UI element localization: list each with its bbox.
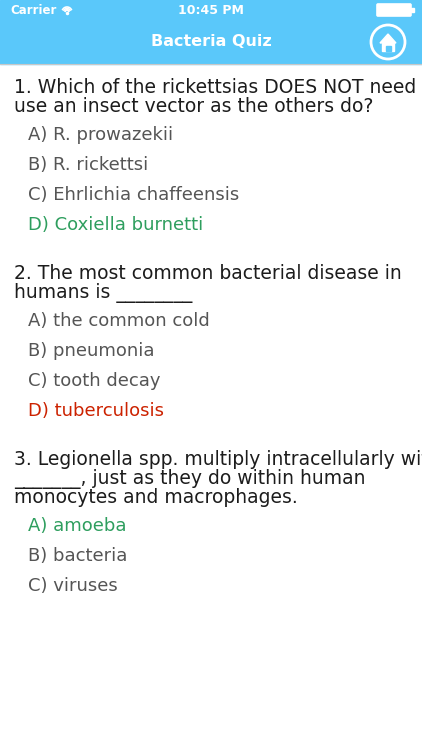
Text: 10:45 PM: 10:45 PM [178,4,244,16]
Text: monocytes and macrophages.: monocytes and macrophages. [14,488,298,507]
Text: 2. The most common bacterial disease in: 2. The most common bacterial disease in [14,264,402,283]
Text: B) pneumonia: B) pneumonia [28,342,154,360]
Polygon shape [380,34,396,43]
Text: Carrier: Carrier [10,4,57,16]
Bar [382,43,394,51]
Text: D) Coxiella burnetti: D) Coxiella burnetti [28,216,203,234]
Text: A) the common cold: A) the common cold [28,312,210,330]
Text: B) bacteria: B) bacteria [28,547,127,565]
Text: C) viruses: C) viruses [28,577,118,595]
Text: 1. Which of the rickettsias DOES NOT need to: 1. Which of the rickettsias DOES NOT nee… [14,78,422,97]
Text: C) tooth decay: C) tooth decay [28,372,160,390]
Text: Bacteria Quiz: Bacteria Quiz [151,34,271,50]
Bar [0,0,422,20]
Text: A) R. prowazekii: A) R. prowazekii [28,126,173,144]
Text: A) amoeba: A) amoeba [28,517,127,535]
Text: 3. Legionella spp. multiply intracellularly within: 3. Legionella spp. multiply intracellula… [14,450,422,469]
Text: humans is ________: humans is ________ [14,283,192,303]
Text: D) tuberculosis: D) tuberculosis [28,402,164,420]
Bar [0,20,422,64]
Bar [386,46,390,51]
Bar [411,8,414,12]
FancyBboxPatch shape [377,4,411,16]
Text: C) Ehrlichia chaffeensis: C) Ehrlichia chaffeensis [28,186,239,204]
Text: B) R. rickettsi: B) R. rickettsi [28,156,148,174]
Text: _______, just as they do within human: _______, just as they do within human [14,469,365,489]
Text: use an insect vector as the others do?: use an insect vector as the others do? [14,97,373,116]
